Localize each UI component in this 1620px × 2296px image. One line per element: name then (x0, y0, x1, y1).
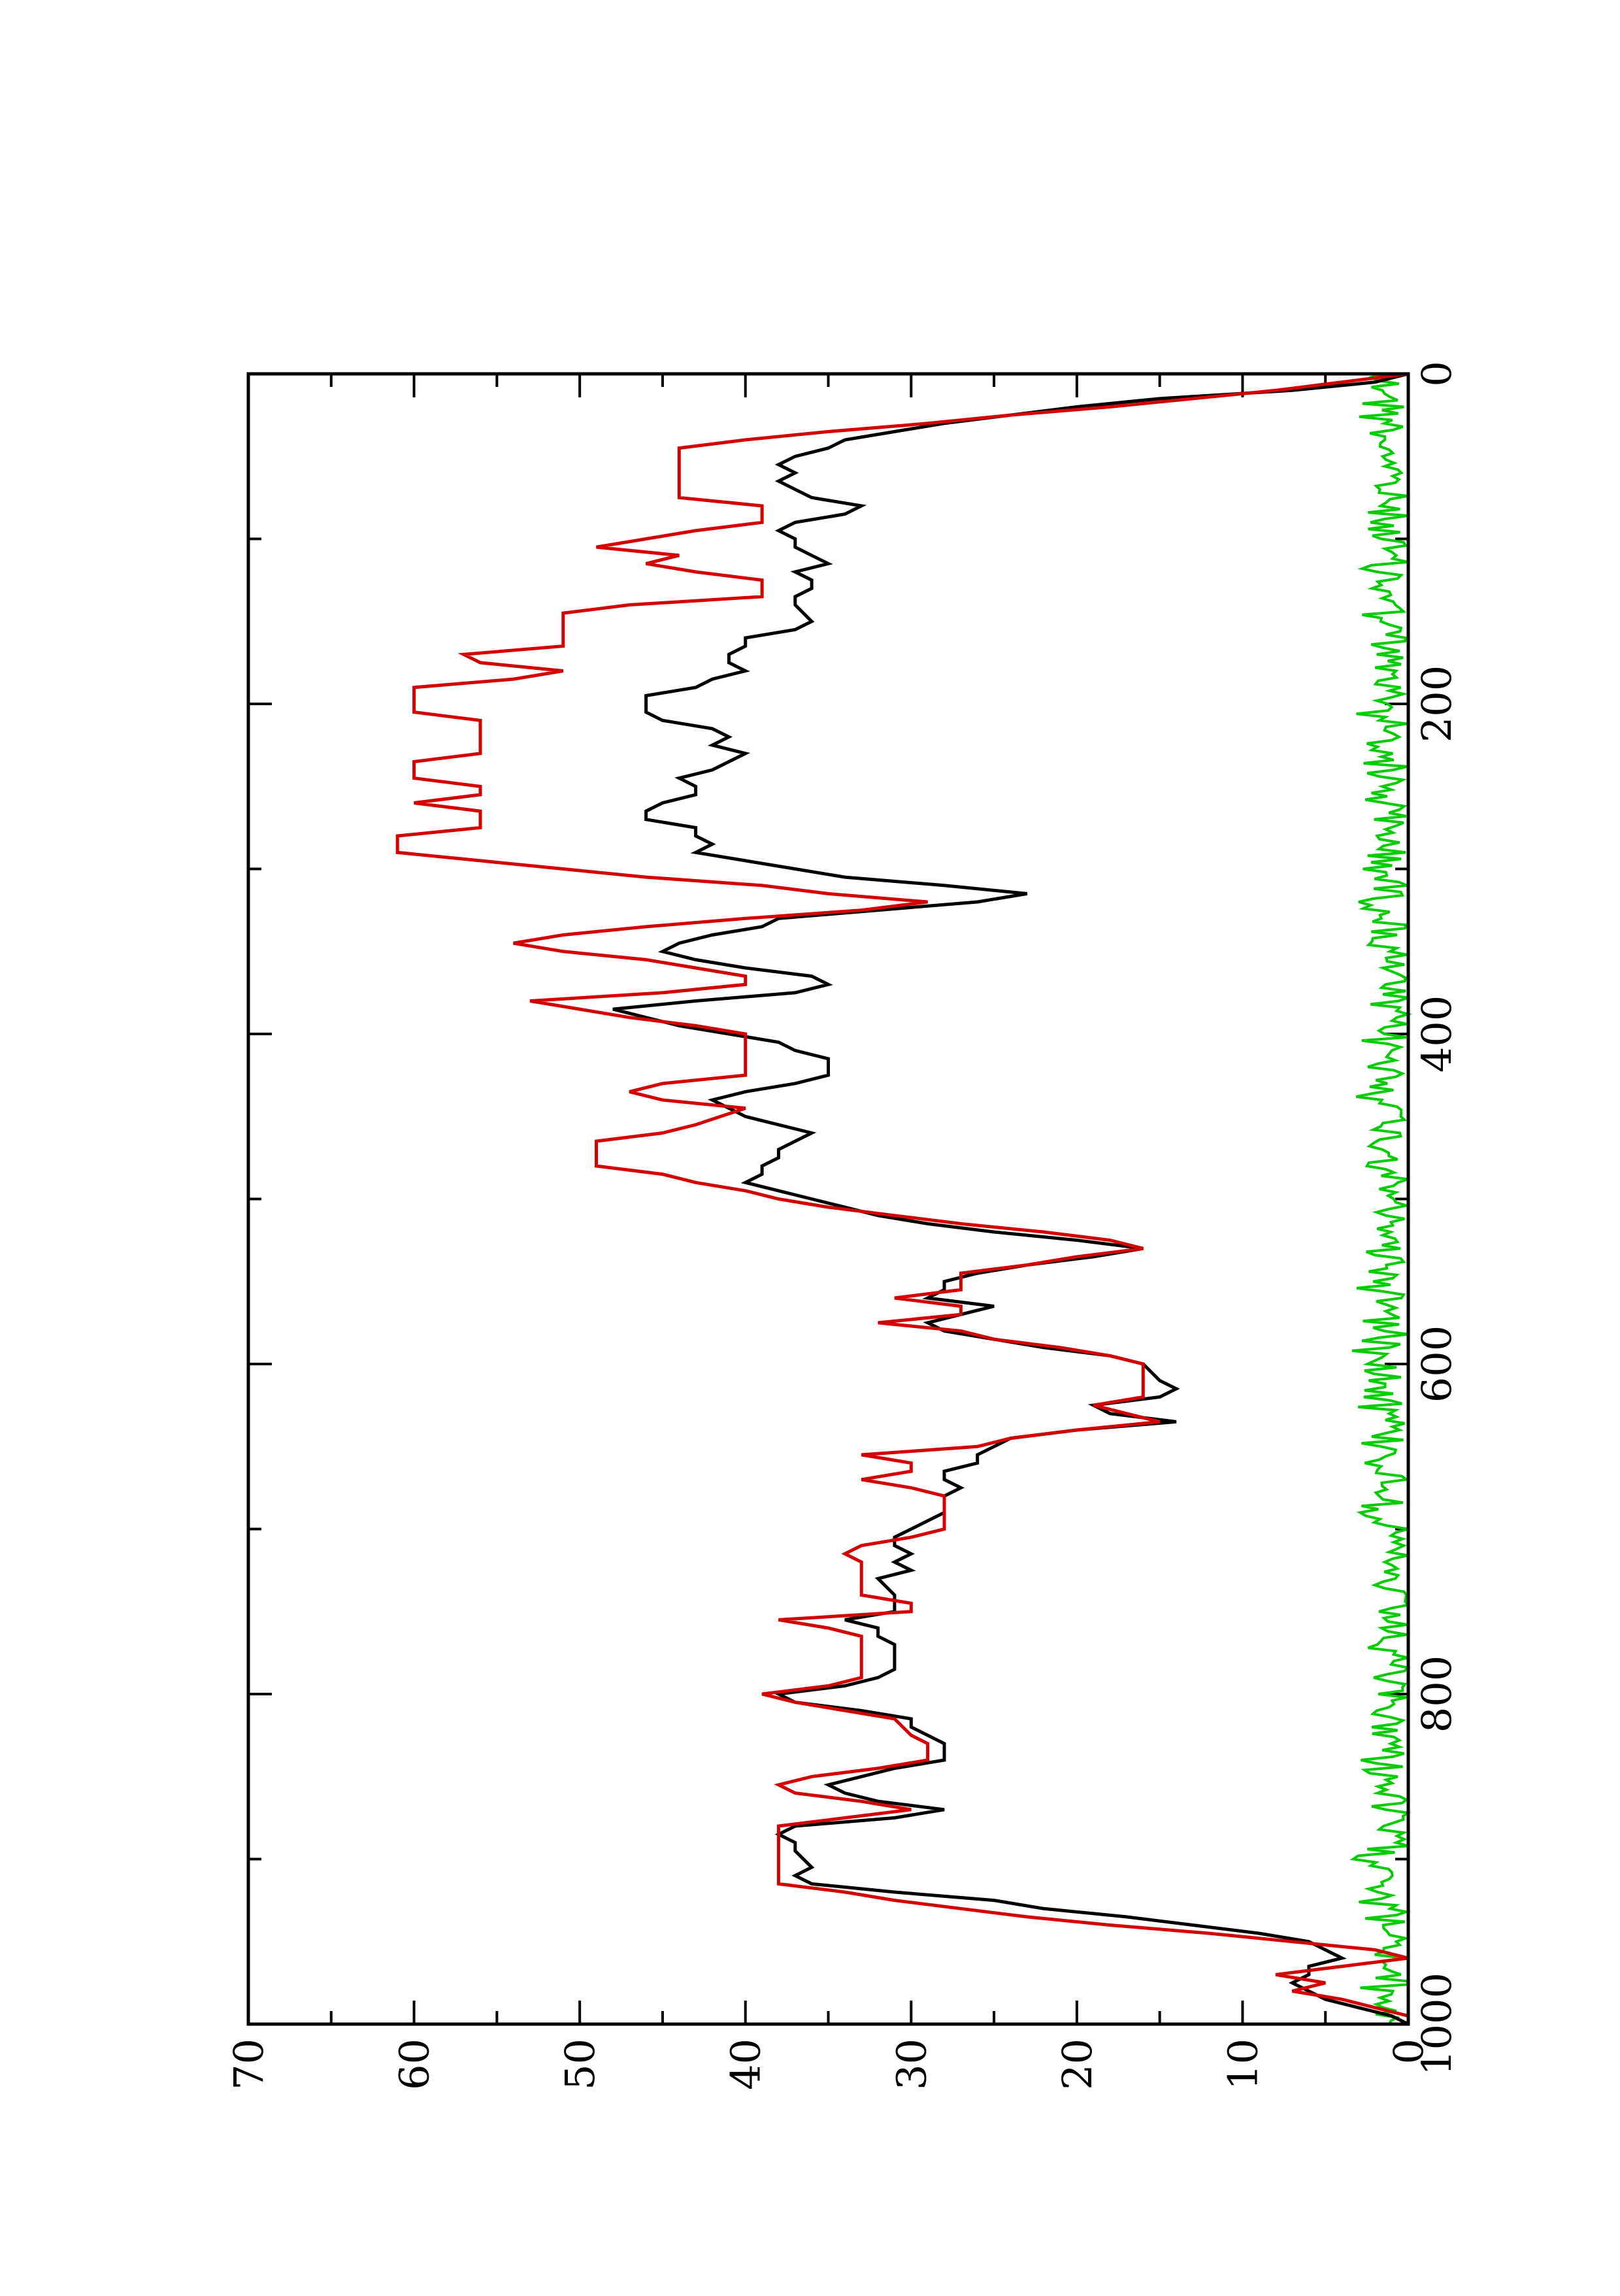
y-tick-label: 70 (225, 2038, 273, 2090)
series-layer (395, 372, 1413, 2026)
x-tick-label: 800 (1413, 1655, 1461, 1733)
ticks-layer (248, 374, 1408, 2024)
series-red-line (395, 372, 1410, 2024)
x-tick-label: 1000 (1413, 1972, 1461, 2076)
x-tick-label: 400 (1413, 995, 1461, 1073)
y-tick-label: 0 (1385, 2038, 1432, 2064)
plot-frame (246, 372, 1410, 2026)
series-green-line (1349, 373, 1413, 2025)
y-tick-label: 20 (1053, 2038, 1101, 2090)
series-black-line (612, 372, 1410, 2026)
y-tick-label: 50 (556, 2038, 604, 2090)
x-tick-label: 600 (1413, 1325, 1461, 1403)
x-tick-label: 200 (1413, 665, 1461, 742)
y-tick-label: 40 (722, 2038, 770, 2090)
y-tick-label: 60 (391, 2038, 438, 2090)
y-tick-label: 10 (1219, 2038, 1266, 2090)
y-tick-label: 30 (887, 2038, 935, 2090)
x-tick-label: 0 (1413, 361, 1461, 386)
